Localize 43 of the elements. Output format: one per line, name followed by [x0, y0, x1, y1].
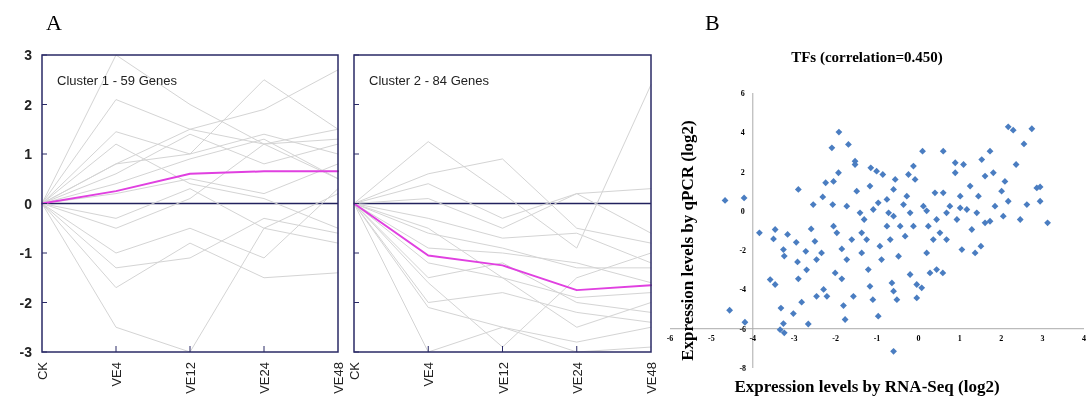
chart-title: TFs (correlation=0.450) [791, 49, 943, 66]
x-tick-label: VE24 [569, 362, 585, 394]
x-tick-label: CK [35, 361, 50, 381]
y-tick-label: -8 [739, 364, 747, 373]
x-tick-label: VE48 [644, 362, 659, 394]
text: B [705, 10, 720, 35]
y-tick-label: -2 [739, 246, 747, 256]
y-tick-label: 3 [24, 47, 33, 63]
y-tick-label: -2 [19, 294, 33, 311]
x-tick-label: VE12 [183, 362, 198, 394]
x-tick-label: CK [347, 361, 362, 381]
x-tick-label: 4 [1082, 333, 1086, 343]
text: A [46, 10, 62, 35]
x-tick-label: VE24 [257, 362, 272, 394]
y-tick-label: 6 [740, 89, 745, 98]
y-tick-label: -4 [739, 285, 747, 295]
x-tick-label: 0 [916, 333, 921, 343]
y-tick-label: 1 [24, 146, 33, 162]
x-axis-title: Expression levels by RNA-Seq (log2) [734, 377, 1000, 396]
x-tick-label: 2 [999, 333, 1004, 343]
y-tick-label: -6 [739, 324, 747, 334]
y-tick-label: 4 [740, 128, 745, 138]
y-tick-label: -1 [19, 245, 33, 261]
x-tick-label: -3 [790, 333, 798, 343]
x-tick-label: 1 [957, 333, 962, 343]
y-tick-label: 2 [24, 96, 33, 113]
y-tick-label: 0 [740, 206, 745, 216]
annotation: Cluster 2 - 84 Genes [369, 73, 490, 88]
x-tick-label: VE48 [331, 362, 346, 394]
x-tick-label: -2 [832, 333, 839, 343]
x-tick-label: -6 [666, 333, 674, 343]
y-axis-title: Expression levels by qPCR (log2) [678, 120, 697, 361]
x-tick-label: VE4 [109, 362, 124, 387]
x-tick-label: 3 [1040, 333, 1045, 343]
y-tick-label: 2 [740, 167, 745, 177]
annotation: Cluster 1 - 59 Genes [57, 73, 178, 88]
x-tick-label: -5 [708, 333, 715, 343]
x-tick-label: -4 [749, 333, 757, 343]
x-tick-label: VE4 [421, 362, 437, 387]
y-tick-label: -3 [19, 344, 33, 360]
x-tick-label: VE12 [495, 362, 511, 394]
y-tick-label: 0 [24, 195, 33, 212]
x-tick-label: -1 [873, 333, 881, 343]
